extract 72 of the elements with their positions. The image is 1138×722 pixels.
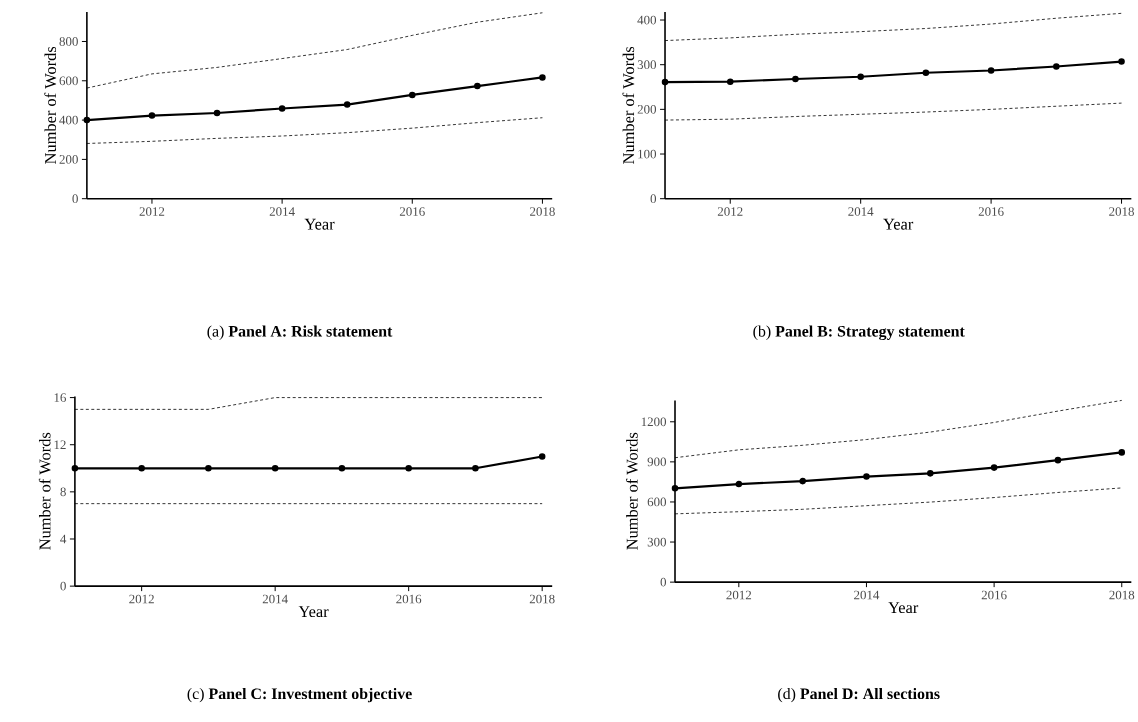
point: [1054, 456, 1062, 464]
point: [539, 74, 546, 81]
y-tick-label: 400: [637, 15, 657, 25]
x-tick-label: 2016: [978, 207, 1004, 216]
y-axis-title: Number of Words: [44, 46, 57, 164]
point: [671, 485, 679, 492]
x-tick-label: 2012: [717, 207, 743, 216]
y-tick-label: 1200: [641, 417, 667, 427]
x-tick-label: 2014: [269, 207, 295, 216]
y-tick-label: 300: [637, 60, 657, 70]
x-axis-title: Year: [304, 218, 335, 230]
point: [1118, 58, 1125, 65]
x-tick-label: 2012: [726, 590, 752, 600]
point: [987, 67, 995, 74]
y-tick-label: 900: [647, 457, 667, 467]
y-tick-label: 200: [59, 155, 78, 164]
text: (b) Panel B: Strategy statement: [753, 325, 965, 341]
y-tick-label: 100: [638, 149, 657, 159]
y-tick-label: 4: [60, 534, 67, 544]
point: [343, 101, 351, 108]
y-axis-title: Number of Words: [622, 46, 635, 164]
x-tick-label: 2012: [139, 207, 165, 216]
x-tick-label: 2016: [399, 207, 425, 216]
point: [990, 464, 998, 471]
point: [922, 69, 930, 77]
y-tick-label: 300: [647, 537, 667, 547]
x-tick-label: 2014: [848, 207, 874, 216]
point: [726, 78, 734, 85]
text: (a) Panel A: Risk statement: [207, 325, 393, 340]
y-tick-label: 16: [54, 393, 67, 402]
y-tick-label: 0: [72, 194, 78, 204]
point: [857, 73, 864, 81]
x-tick-label: 2014: [854, 590, 880, 600]
x-tick-label: 2016: [396, 594, 422, 604]
text: (c) Panel C: Investment objective: [187, 687, 412, 703]
point: [927, 470, 934, 477]
y-axis-title: Number of Words: [38, 432, 51, 550]
point: [213, 109, 221, 117]
y-tick-label: 8: [60, 487, 66, 497]
point: [148, 112, 156, 119]
point: [83, 116, 91, 124]
point: [792, 75, 799, 83]
point: [474, 82, 481, 90]
x-tick-label: 2018: [529, 594, 555, 604]
x-axis-title: Year: [883, 218, 914, 230]
y-tick-label: 200: [637, 105, 657, 114]
y-tick-label: 600: [647, 497, 667, 507]
y-axis-title: Number of Words: [625, 432, 638, 550]
point: [1118, 449, 1126, 456]
x-tick-label: 2018: [1109, 207, 1134, 216]
point: [408, 91, 416, 99]
x-axis-title: Year: [298, 606, 329, 618]
point: [863, 473, 870, 480]
x-tick-label: 2018: [530, 207, 555, 216]
point: [661, 78, 669, 86]
y-tick-label: 400: [59, 115, 78, 125]
y-tick-label: 0: [660, 577, 667, 587]
point: [1053, 63, 1060, 70]
y-tick-label: 800: [59, 37, 78, 46]
point: [278, 105, 286, 112]
point: [735, 480, 743, 488]
x-tick-label: 2014: [262, 594, 288, 604]
y-tick-label: 0: [650, 194, 657, 204]
text: (d) Panel D: All sections: [778, 687, 940, 703]
x-axis-title: Year: [888, 602, 919, 614]
x-tick-label: 2016: [981, 590, 1007, 600]
y-tick-label: 12: [54, 440, 66, 450]
point: [799, 477, 806, 485]
y-tick-label: 0: [60, 581, 66, 591]
x-tick-label: 2012: [129, 594, 154, 604]
x-tick-label: 2018: [1109, 590, 1135, 600]
y-tick-label: 600: [59, 76, 78, 86]
